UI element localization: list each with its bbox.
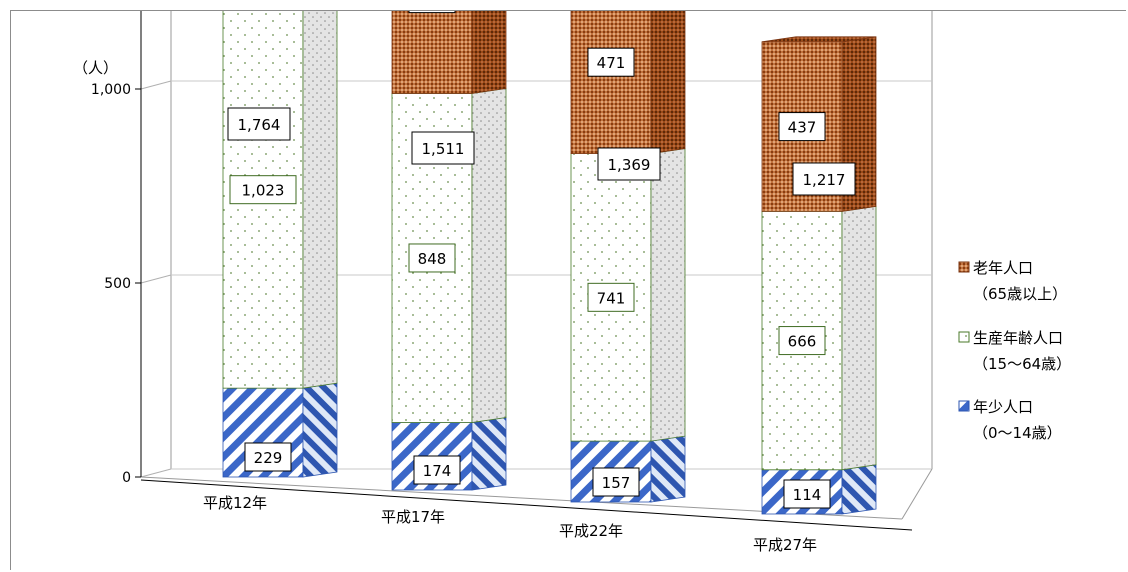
total-label-box <box>411 131 475 165</box>
total-label: 1,764 <box>238 116 281 134</box>
total-label: 1,511 <box>422 140 465 158</box>
side-wall-gridline <box>140 274 172 284</box>
x-category-label: 平成17年 <box>381 508 445 526</box>
data-label: 471 <box>597 54 626 72</box>
legend-swatch <box>958 331 970 343</box>
data-label: 157 <box>602 474 631 492</box>
x-category-label: 平成22年 <box>559 522 623 540</box>
working-segment-side <box>471 88 507 423</box>
data-label: 114 <box>793 486 822 504</box>
data-label: 848 <box>418 250 447 268</box>
data-label: 666 <box>788 333 817 351</box>
data-label-box <box>587 47 635 77</box>
legend-sublabel: （65歳以上） <box>973 285 1067 303</box>
young-segment-side <box>471 417 507 491</box>
y-unit-label: （人） <box>73 59 118 77</box>
data-label: 437 <box>788 119 817 137</box>
x-category-label: 平成27年 <box>753 536 817 554</box>
data-label-box <box>229 175 297 205</box>
chart-frame: 05001,0001,5002,000（人）2291,0235121,764平成… <box>10 10 1126 570</box>
legend-swatch <box>958 400 970 412</box>
data-label-box <box>778 326 826 356</box>
legend-label: 年少人口 <box>973 398 1033 416</box>
floor-right-edge <box>901 468 933 520</box>
data-label-box <box>408 243 456 273</box>
legend-sublabel: （15～64歳） <box>973 355 1071 373</box>
data-label-box <box>592 467 640 497</box>
data-label: 174 <box>423 462 452 480</box>
total-label: 1,217 <box>803 171 846 189</box>
total-label: 1,369 <box>608 156 651 174</box>
old-segment-side <box>650 11 686 155</box>
y-tick-label: 500 <box>104 276 131 292</box>
legend-swatch <box>958 261 970 273</box>
x-axis <box>140 479 913 531</box>
young-segment-side <box>302 382 338 478</box>
data-label-box <box>783 479 831 509</box>
data-label-box <box>408 11 456 14</box>
total-label-box <box>792 162 856 196</box>
working-segment-side <box>841 205 877 471</box>
data-label-box <box>244 442 292 472</box>
x-category-label: 平成12年 <box>203 494 267 512</box>
data-label: 229 <box>254 449 283 467</box>
total-label-box <box>227 107 291 141</box>
legend-label: 老年人口 <box>973 259 1033 277</box>
legend-sublabel: （0～14歳） <box>973 424 1062 442</box>
working-segment-side <box>650 148 686 442</box>
legend-label: 生産年齢人口 <box>973 329 1063 347</box>
working-segment-side <box>302 11 338 389</box>
side-wall-gridline <box>140 468 172 478</box>
y-tick-label: 1,000 <box>91 82 131 98</box>
data-label: 1,023 <box>242 182 285 200</box>
old-segment-side <box>471 11 507 94</box>
y-tick-label: 0 <box>122 470 131 486</box>
data-label: 741 <box>597 289 626 307</box>
old-segment <box>391 11 473 94</box>
data-label-box <box>413 455 461 485</box>
total-label-box <box>597 147 661 181</box>
young-segment-side <box>650 435 686 503</box>
young-segment-side <box>841 464 877 515</box>
data-label-box <box>587 282 635 312</box>
data-label-box <box>778 112 826 142</box>
population-chart: 05001,0001,5002,000（人）2291,0235121,764平成… <box>73 11 1071 554</box>
side-wall-gridline <box>140 80 172 90</box>
bar-top <box>761 36 877 43</box>
old-segment <box>570 11 652 154</box>
